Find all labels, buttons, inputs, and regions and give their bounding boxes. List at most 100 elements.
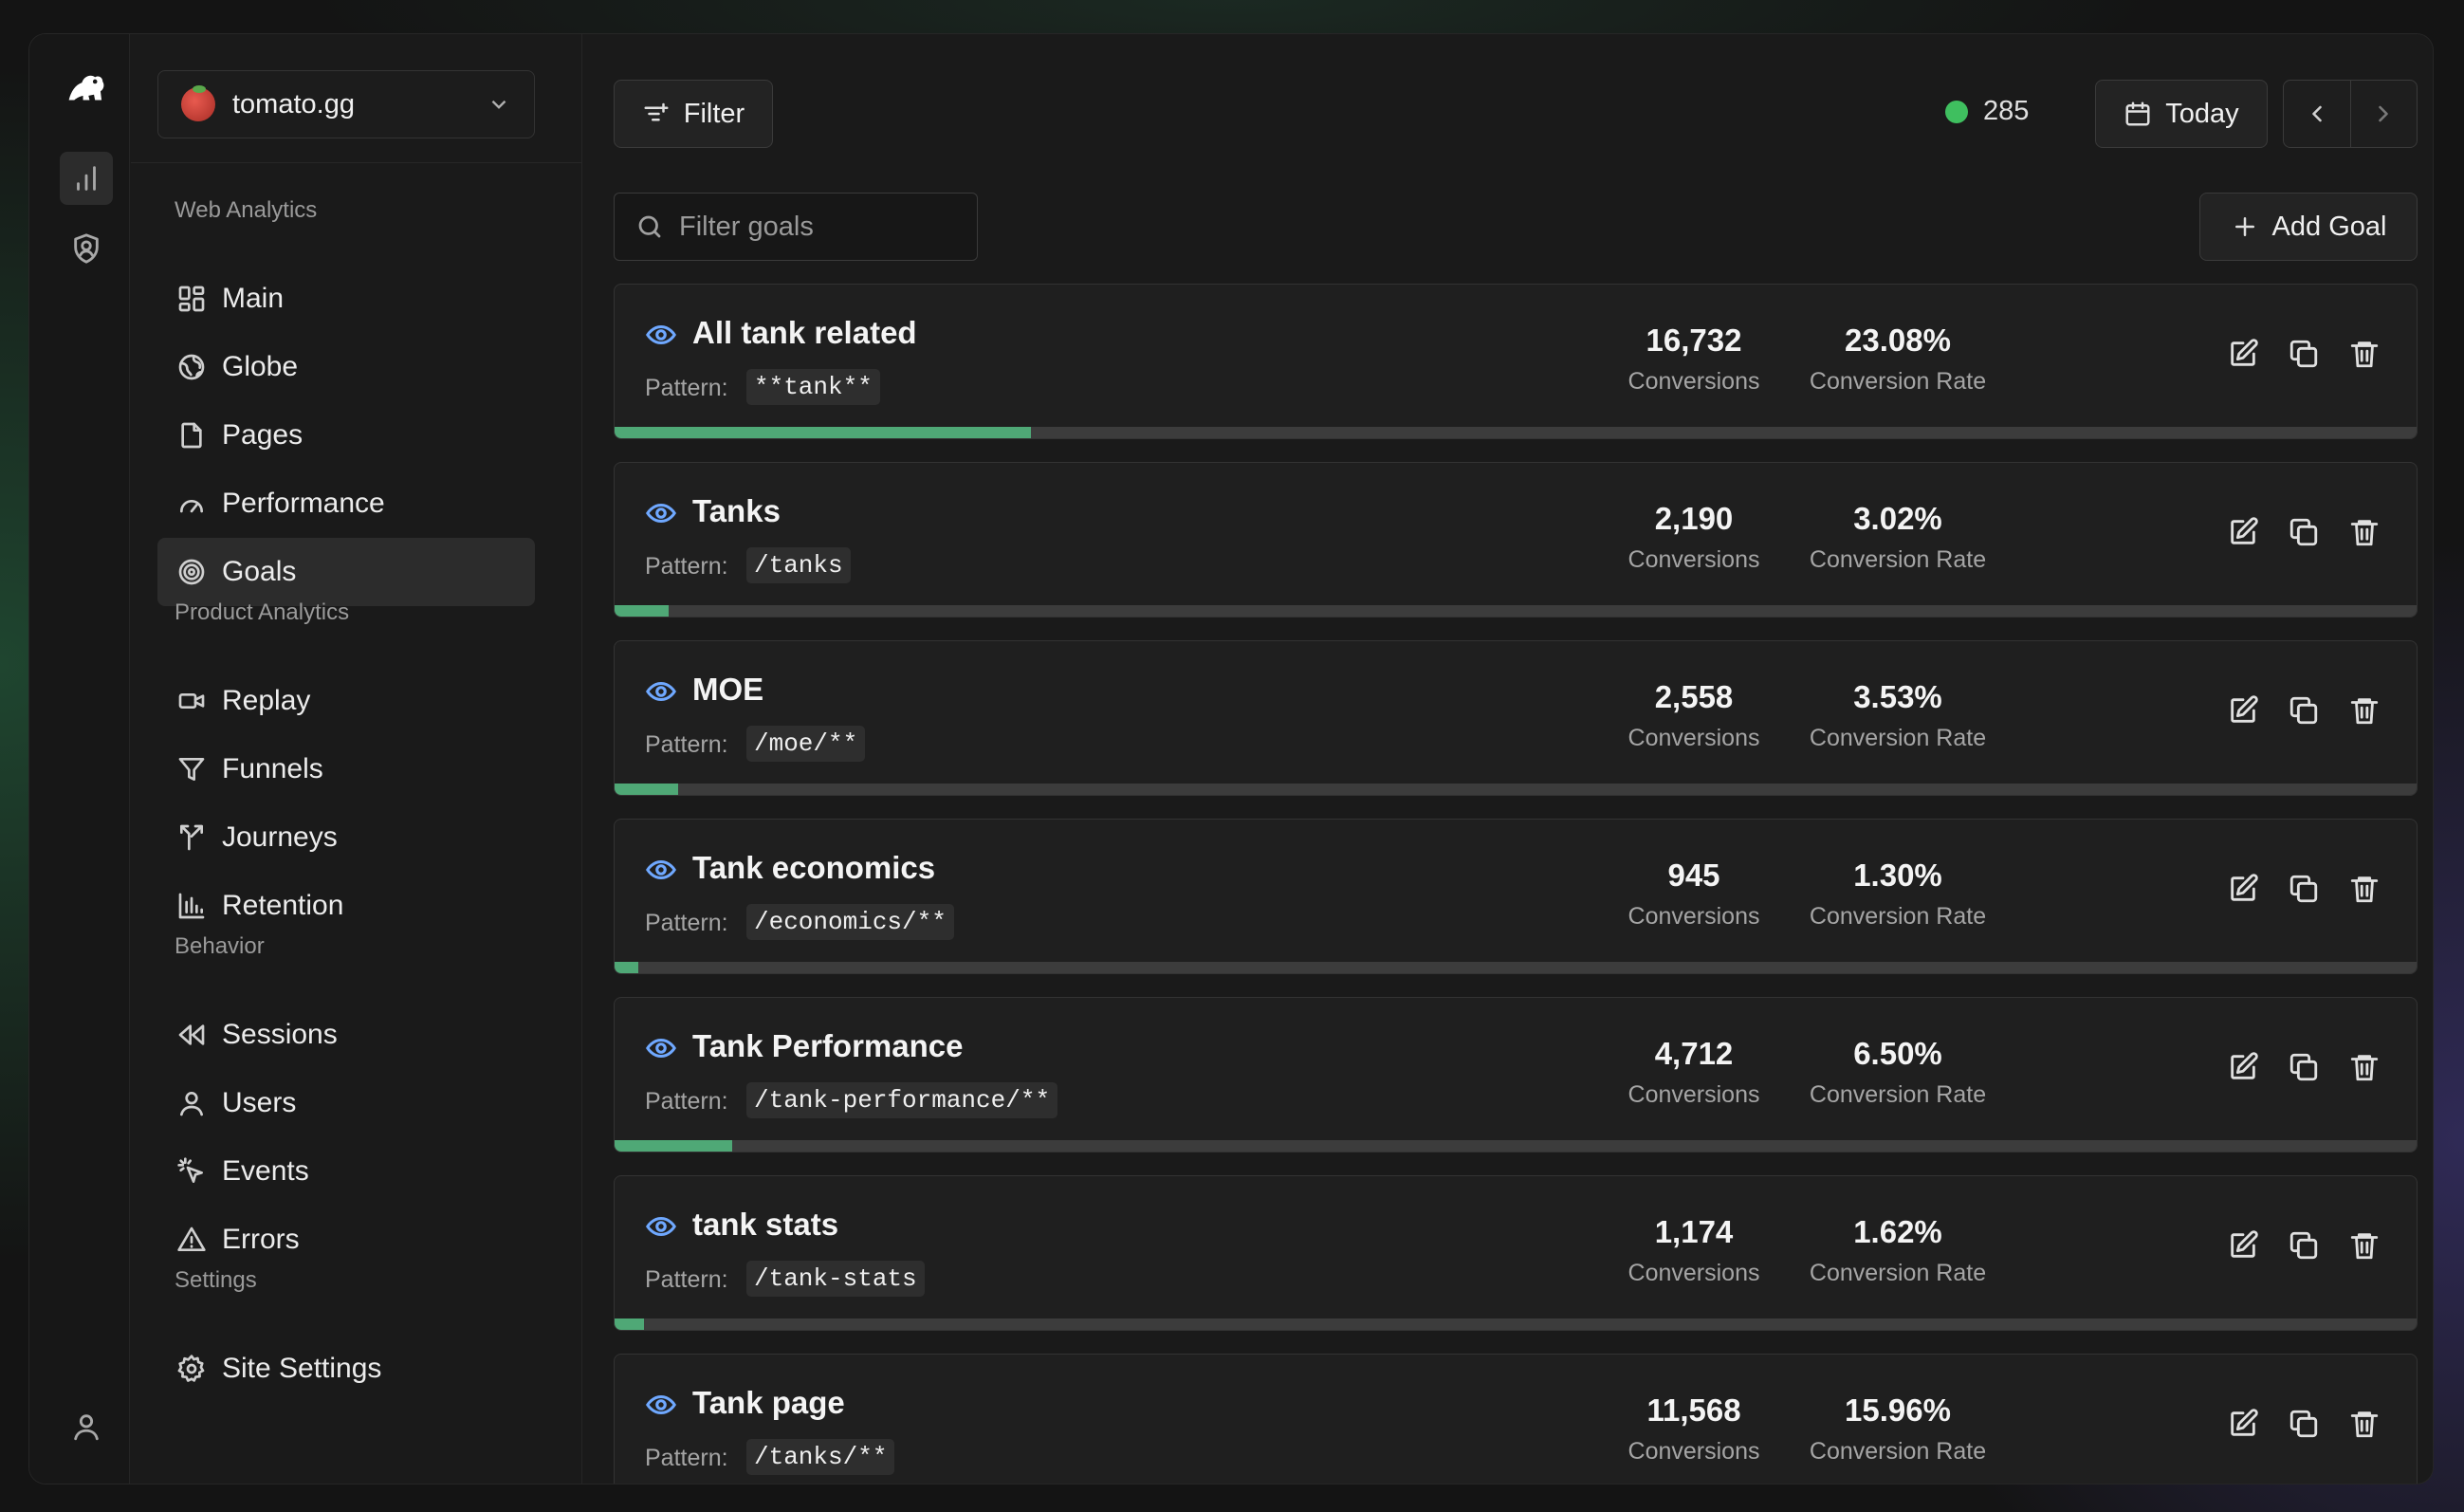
sidebar-item-site-settings[interactable]: Site Settings xyxy=(157,1335,535,1403)
shield-user-icon[interactable] xyxy=(60,222,113,275)
goal-name: All tank related xyxy=(692,315,917,350)
eye-icon[interactable] xyxy=(645,319,677,351)
edit-icon[interactable] xyxy=(2227,694,2259,727)
goal-rate-value: 3.02% xyxy=(1853,501,1942,536)
goal-progress-fill xyxy=(615,784,679,795)
trash-icon[interactable] xyxy=(2348,1408,2381,1440)
trash-icon[interactable] xyxy=(2348,516,2381,548)
goal-card: Tank economics Pattern: /economics/** 94… xyxy=(614,819,2418,974)
chevron-left-icon xyxy=(2311,105,2322,122)
goal-conversions-label: Conversions xyxy=(1627,368,1760,395)
sidebar-item-replay[interactable]: Replay xyxy=(157,667,535,735)
goal-conversions-value: 16,732 xyxy=(1646,323,1742,358)
trash-icon[interactable] xyxy=(2348,694,2381,727)
edit-icon[interactable] xyxy=(2227,1051,2259,1083)
site-favicon-icon xyxy=(181,85,215,121)
eye-icon[interactable] xyxy=(645,675,677,708)
goal-pattern-label: Pattern: xyxy=(645,375,728,401)
goal-pattern-label: Pattern: xyxy=(645,910,728,936)
goal-rate-label: Conversion Rate xyxy=(1809,1260,1987,1286)
goal-card: All tank related Pattern: **tank** 16,73… xyxy=(614,284,2418,439)
goal-rate-value: 23.08% xyxy=(1845,323,1951,358)
sidebar-item-performance[interactable]: Performance xyxy=(157,470,535,538)
goal-rate-label: Conversion Rate xyxy=(1809,1438,1987,1465)
trash-icon[interactable] xyxy=(2348,873,2381,905)
account-user-icon[interactable] xyxy=(60,1400,113,1453)
edit-icon[interactable] xyxy=(2227,1408,2259,1440)
sidebar-item-label: Replay xyxy=(222,685,311,716)
goal-progress-fill xyxy=(615,427,1031,438)
goal-actions xyxy=(2227,1229,2381,1262)
goal-conversions: 1,174 Conversions xyxy=(1599,1214,1789,1287)
goal-actions xyxy=(2227,694,2381,727)
goal-actions xyxy=(2227,1408,2381,1440)
sidebar-item-goals[interactable]: Goals xyxy=(157,538,535,606)
sidebar-item-funnels[interactable]: Funnels xyxy=(157,735,535,803)
goal-search-input[interactable] xyxy=(679,211,964,243)
plus-icon xyxy=(2234,217,2254,236)
edit-icon[interactable] xyxy=(2227,1229,2259,1262)
eye-icon[interactable] xyxy=(645,1210,677,1243)
filter-button-label: Filter xyxy=(683,98,745,129)
previous-period-button[interactable] xyxy=(2284,81,2351,147)
edit-icon[interactable] xyxy=(2227,338,2259,370)
edit-icon[interactable] xyxy=(2227,516,2259,548)
trash-icon[interactable] xyxy=(2348,338,2381,370)
trash-icon[interactable] xyxy=(2348,1051,2381,1083)
goal-pattern-label: Pattern: xyxy=(645,1088,728,1115)
site-selector[interactable]: tomato.gg xyxy=(157,70,535,138)
sidebar-item-pages[interactable]: Pages xyxy=(157,401,535,470)
goal-progress-track xyxy=(615,1318,2417,1330)
logo-frog-icon[interactable] xyxy=(60,63,113,116)
goal-pattern: /moe/** xyxy=(746,726,866,762)
eye-icon[interactable] xyxy=(645,497,677,529)
add-goal-button[interactable]: Add Goal xyxy=(2199,193,2418,261)
sidebar-item-globe[interactable]: Globe xyxy=(157,333,535,401)
sidebar-item-events[interactable]: Events xyxy=(157,1137,535,1206)
goal-progress-track xyxy=(615,605,2417,617)
filter-button[interactable]: Filter xyxy=(614,80,773,148)
goal-card: MOE Pattern: /moe/** 2,558 Conversions 3… xyxy=(614,640,2418,796)
analytics-bar-chart-icon[interactable] xyxy=(60,152,113,205)
eye-icon[interactable] xyxy=(645,1032,677,1064)
next-period-button[interactable] xyxy=(2351,81,2418,147)
sidebar-item-main[interactable]: Main xyxy=(157,265,535,333)
sidebar-item-errors[interactable]: Errors xyxy=(157,1206,535,1274)
copy-icon[interactable] xyxy=(2288,516,2320,548)
goal-name: Tank Performance xyxy=(692,1028,964,1063)
chevron-down-icon xyxy=(491,100,506,109)
sidebar-item-journeys[interactable]: Journeys xyxy=(157,803,535,872)
goal-name: Tanks xyxy=(692,493,781,528)
sidebar-item-sessions[interactable]: Sessions xyxy=(157,1001,535,1069)
goal-name: Tank page xyxy=(692,1385,845,1420)
copy-icon[interactable] xyxy=(2288,694,2320,727)
sidebar-item-label: Sessions xyxy=(222,1019,338,1050)
sidebar-item-label: Main xyxy=(222,283,285,314)
copy-icon[interactable] xyxy=(2288,1051,2320,1083)
sidebar-item-label: Globe xyxy=(222,351,299,382)
eye-icon[interactable] xyxy=(645,854,677,886)
live-status-dot xyxy=(1945,100,1968,123)
trash-icon[interactable] xyxy=(2348,1229,2381,1262)
goal-conversions-label: Conversions xyxy=(1627,1260,1760,1286)
goal-conversions-value: 2,558 xyxy=(1654,679,1734,714)
goal-pattern: /tanks xyxy=(746,547,851,583)
goal-conversions: 2,190 Conversions xyxy=(1599,501,1789,574)
copy-icon[interactable] xyxy=(2288,338,2320,370)
copy-icon[interactable] xyxy=(2288,1229,2320,1262)
goal-rate: 1.30% Conversion Rate xyxy=(1789,857,2007,931)
goal-card: Tank Performance Pattern: /tank-performa… xyxy=(614,997,2418,1152)
date-nav xyxy=(2283,80,2418,148)
main-content: Filter 285 Today Add Goal xyxy=(583,34,2433,1484)
eye-icon[interactable] xyxy=(645,1389,677,1421)
copy-icon[interactable] xyxy=(2288,873,2320,905)
date-picker-button[interactable]: Today xyxy=(2095,80,2268,148)
edit-icon[interactable] xyxy=(2227,873,2259,905)
copy-icon[interactable] xyxy=(2288,1408,2320,1440)
sidebar-item-retention[interactable]: Retention xyxy=(157,872,535,940)
sidebar: tomato.gg Web Analytics Main Globe Pages… xyxy=(131,34,582,1484)
sidebar-item-users[interactable]: Users xyxy=(157,1069,535,1137)
sidebar-item-label: Retention xyxy=(222,890,344,921)
warning-triangle-icon xyxy=(177,1226,206,1251)
goal-name: MOE xyxy=(692,672,764,707)
